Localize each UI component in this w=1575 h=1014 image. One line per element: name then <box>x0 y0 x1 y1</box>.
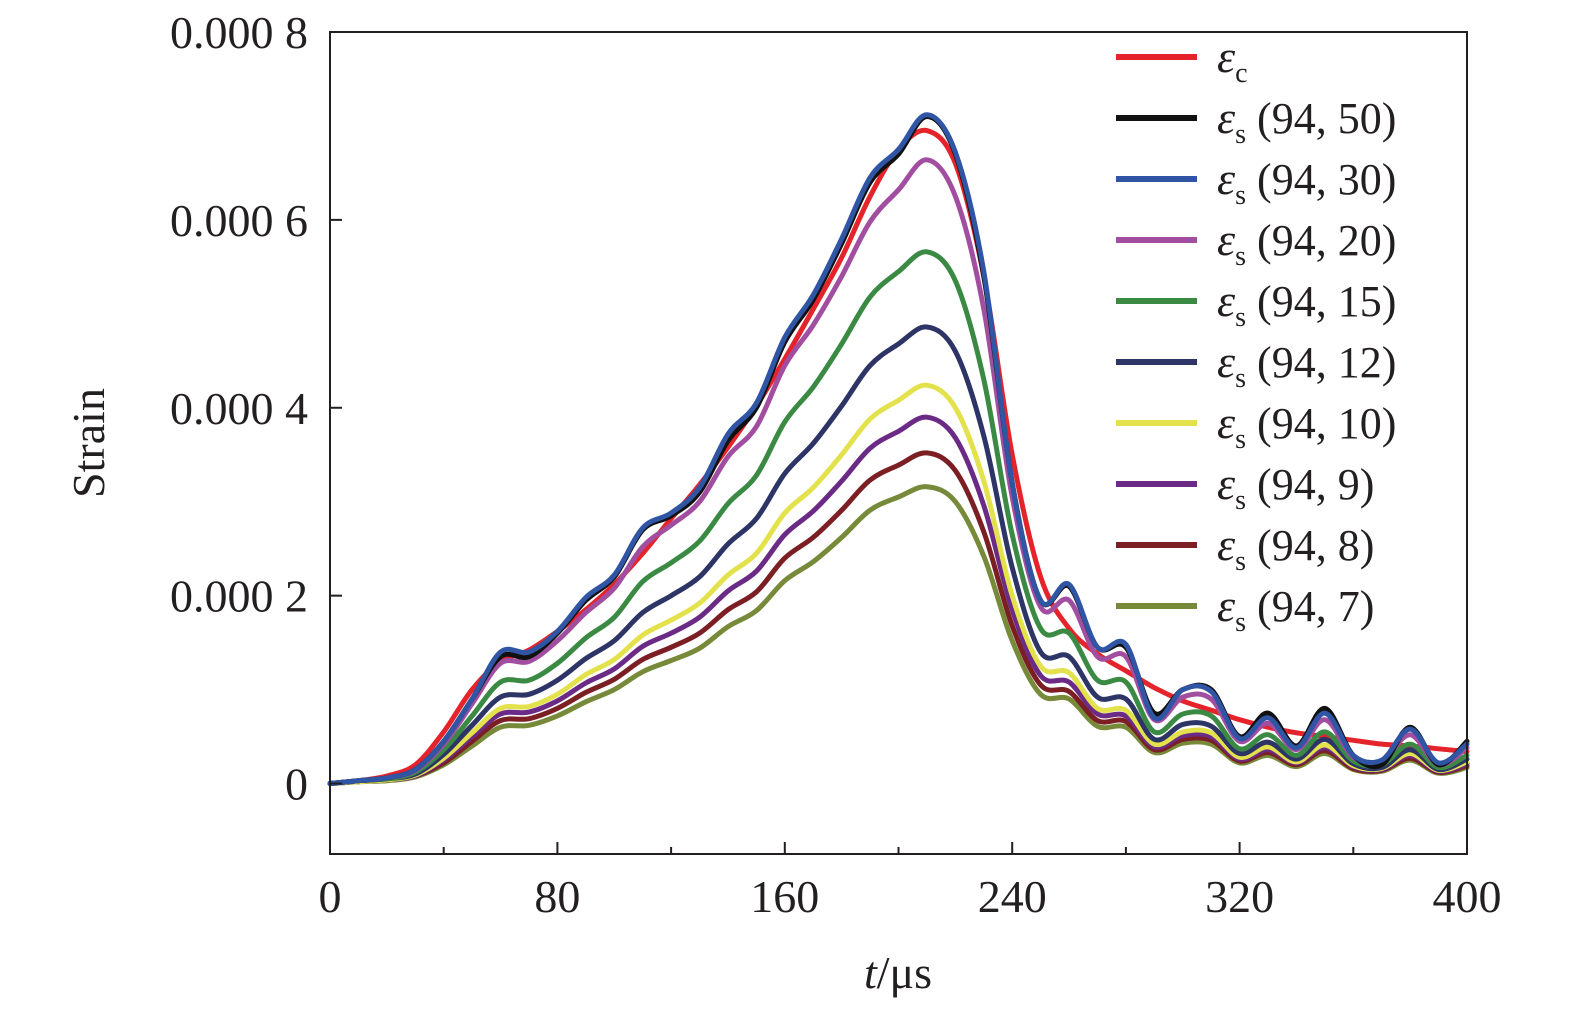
legend-symbol: ε <box>1217 214 1236 265</box>
x-axis-ticks: 0 80 160 240 320 400 <box>319 842 1502 922</box>
legend-subscript: s <box>1235 119 1246 150</box>
legend-subscript: s <box>1235 424 1246 455</box>
y-tick-label: 0.000 2 <box>170 571 308 622</box>
legend-pair: (94, 20) <box>1246 216 1396 265</box>
x-tick-label: 0 <box>319 871 342 922</box>
series-line-3 <box>327 157 1470 786</box>
legend-pair: (94, 50) <box>1246 94 1396 143</box>
legend-symbol: ε <box>1217 580 1236 631</box>
y-axis-title: Strain <box>63 388 114 498</box>
series-layer <box>327 112 1470 786</box>
legend-pair: (94, 30) <box>1246 155 1396 204</box>
legend-symbol: ε <box>1217 519 1236 570</box>
legend-label-1: εs (94, 50) <box>1217 92 1396 150</box>
legend-subscript: s <box>1235 180 1246 211</box>
legend-symbol: ε <box>1217 153 1236 204</box>
series-line-5 <box>327 324 1470 786</box>
legend-subscript: s <box>1235 363 1246 394</box>
legend-pair: (94, 15) <box>1246 277 1396 326</box>
x-axis-title: t/μs <box>864 947 932 998</box>
legend-symbol: ε <box>1217 31 1236 82</box>
legend-symbol: ε <box>1217 275 1236 326</box>
legend-pair: (94, 7) <box>1246 582 1374 631</box>
legend-pair: (94, 12) <box>1246 338 1396 387</box>
legend-label-3: εs (94, 20) <box>1217 214 1396 272</box>
y-tick-label: 0.000 4 <box>170 383 308 434</box>
series-line-6 <box>327 382 1470 786</box>
legend-pair: (94, 8) <box>1246 521 1374 570</box>
legend-symbol: ε <box>1217 458 1236 509</box>
legend-label-4: εs (94, 15) <box>1217 275 1396 333</box>
x-tick-label: 320 <box>1205 871 1274 922</box>
legend-label-5: εs (94, 12) <box>1217 336 1396 394</box>
legend-symbol: ε <box>1217 397 1236 448</box>
legend-pair: (94, 10) <box>1246 399 1396 448</box>
legend-label-8: εs (94, 8) <box>1217 519 1374 577</box>
legend-subscript: c <box>1235 58 1247 89</box>
legend-subscript: s <box>1235 302 1246 333</box>
y-tick-label: 0 <box>285 759 308 810</box>
y-axis-ticks: 0 0.000 2 0.000 4 0.000 6 0.000 8 <box>170 7 342 810</box>
legend-symbol: ε <box>1217 336 1236 387</box>
legend-symbol: ε <box>1217 92 1236 143</box>
x-tick-label: 240 <box>978 871 1047 922</box>
legend-label-7: εs (94, 9) <box>1217 458 1374 516</box>
x-tick-label: 80 <box>534 871 580 922</box>
y-tick-label: 0.000 6 <box>170 195 308 246</box>
legend-label-0: εc <box>1217 31 1248 89</box>
y-tick-label: 0.000 8 <box>170 7 308 58</box>
legend-subscript: s <box>1235 607 1246 638</box>
series-line-4 <box>327 249 1470 786</box>
legend-pair: (94, 9) <box>1246 460 1374 509</box>
x-axis-title-variable: t <box>864 947 878 998</box>
legend-subscript: s <box>1235 546 1246 577</box>
legend-label-9: εs (94, 7) <box>1217 580 1374 638</box>
legend-subscript: s <box>1235 485 1246 516</box>
legend-label-2: εs (94, 30) <box>1217 153 1396 211</box>
legend-label-6: εs (94, 10) <box>1217 397 1396 455</box>
series-line-2 <box>327 112 1470 786</box>
legend-subscript: s <box>1235 241 1246 272</box>
x-tick-label: 400 <box>1433 871 1502 922</box>
x-tick-label: 160 <box>750 871 819 922</box>
x-axis-title-unit: /μs <box>877 947 932 998</box>
